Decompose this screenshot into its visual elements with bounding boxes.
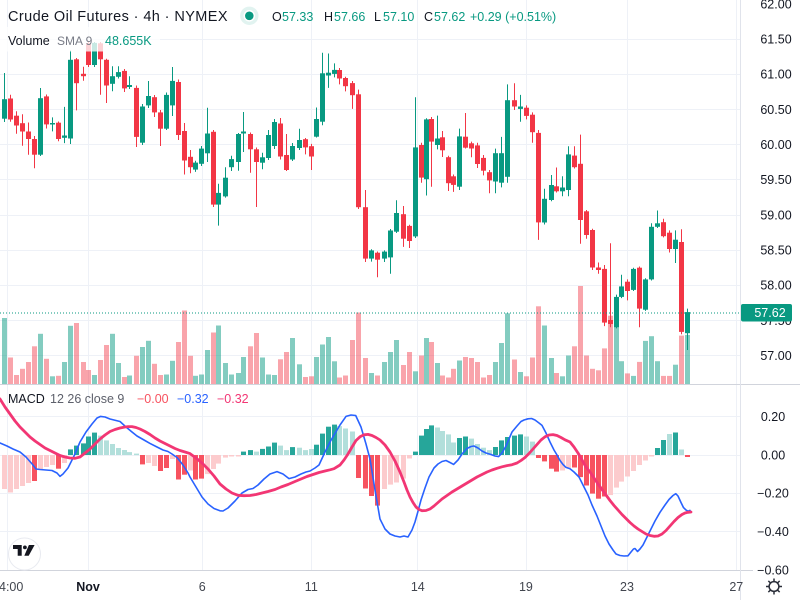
- svg-text:11: 11: [305, 580, 318, 594]
- svg-text:0.20: 0.20: [761, 410, 785, 424]
- svg-text:14: 14: [411, 580, 425, 594]
- svg-text:MACD: MACD: [8, 392, 45, 406]
- svg-text:−0.32: −0.32: [217, 392, 249, 406]
- svg-text:−0.32: −0.32: [177, 392, 209, 406]
- svg-text:0.00: 0.00: [761, 448, 785, 462]
- svg-text:61.50: 61.50: [760, 33, 791, 47]
- svg-text:57.62: 57.62: [434, 10, 465, 24]
- svg-text:−0.00: −0.00: [137, 392, 169, 406]
- svg-text:27: 27: [729, 580, 743, 594]
- svg-text:58.50: 58.50: [760, 244, 791, 258]
- svg-text:C: C: [424, 10, 433, 24]
- svg-text:Nov: Nov: [76, 580, 100, 594]
- svg-text:−0.60: −0.60: [757, 563, 789, 577]
- svg-text:48.655K: 48.655K: [105, 34, 152, 48]
- svg-text:19: 19: [519, 580, 533, 594]
- svg-text:60.50: 60.50: [760, 103, 791, 117]
- svg-text:O: O: [272, 10, 282, 24]
- svg-text:57.66: 57.66: [334, 10, 365, 24]
- svg-text:57.00: 57.00: [760, 349, 791, 363]
- svg-text:59.50: 59.50: [760, 173, 791, 187]
- svg-text:57.62: 57.62: [754, 306, 785, 320]
- svg-text:57.33: 57.33: [282, 10, 313, 24]
- svg-text:23: 23: [620, 580, 634, 594]
- svg-text:4:00: 4:00: [0, 580, 23, 594]
- svg-text:12 26 close 9: 12 26 close 9: [50, 392, 124, 406]
- svg-text:Volume: Volume: [8, 34, 50, 48]
- svg-text:59.00: 59.00: [760, 208, 791, 222]
- svg-text:6: 6: [199, 580, 206, 594]
- svg-text:−0.20: −0.20: [757, 487, 789, 501]
- svg-text:SMA 9: SMA 9: [57, 34, 93, 48]
- svg-text:60.00: 60.00: [760, 138, 791, 152]
- svg-text:58.00: 58.00: [760, 279, 791, 293]
- svg-text:H: H: [324, 10, 333, 24]
- svg-text:62.00: 62.00: [760, 0, 791, 11]
- svg-text:+0.29 (+0.51%): +0.29 (+0.51%): [470, 10, 556, 24]
- svg-text:57.10: 57.10: [383, 10, 414, 24]
- svg-text:61.00: 61.00: [760, 68, 791, 82]
- svg-text:−0.40: −0.40: [757, 525, 789, 539]
- svg-text:Crude Oil Futures · 4h · NYMEX: Crude Oil Futures · 4h · NYMEX: [8, 9, 228, 25]
- svg-text:L: L: [374, 10, 381, 24]
